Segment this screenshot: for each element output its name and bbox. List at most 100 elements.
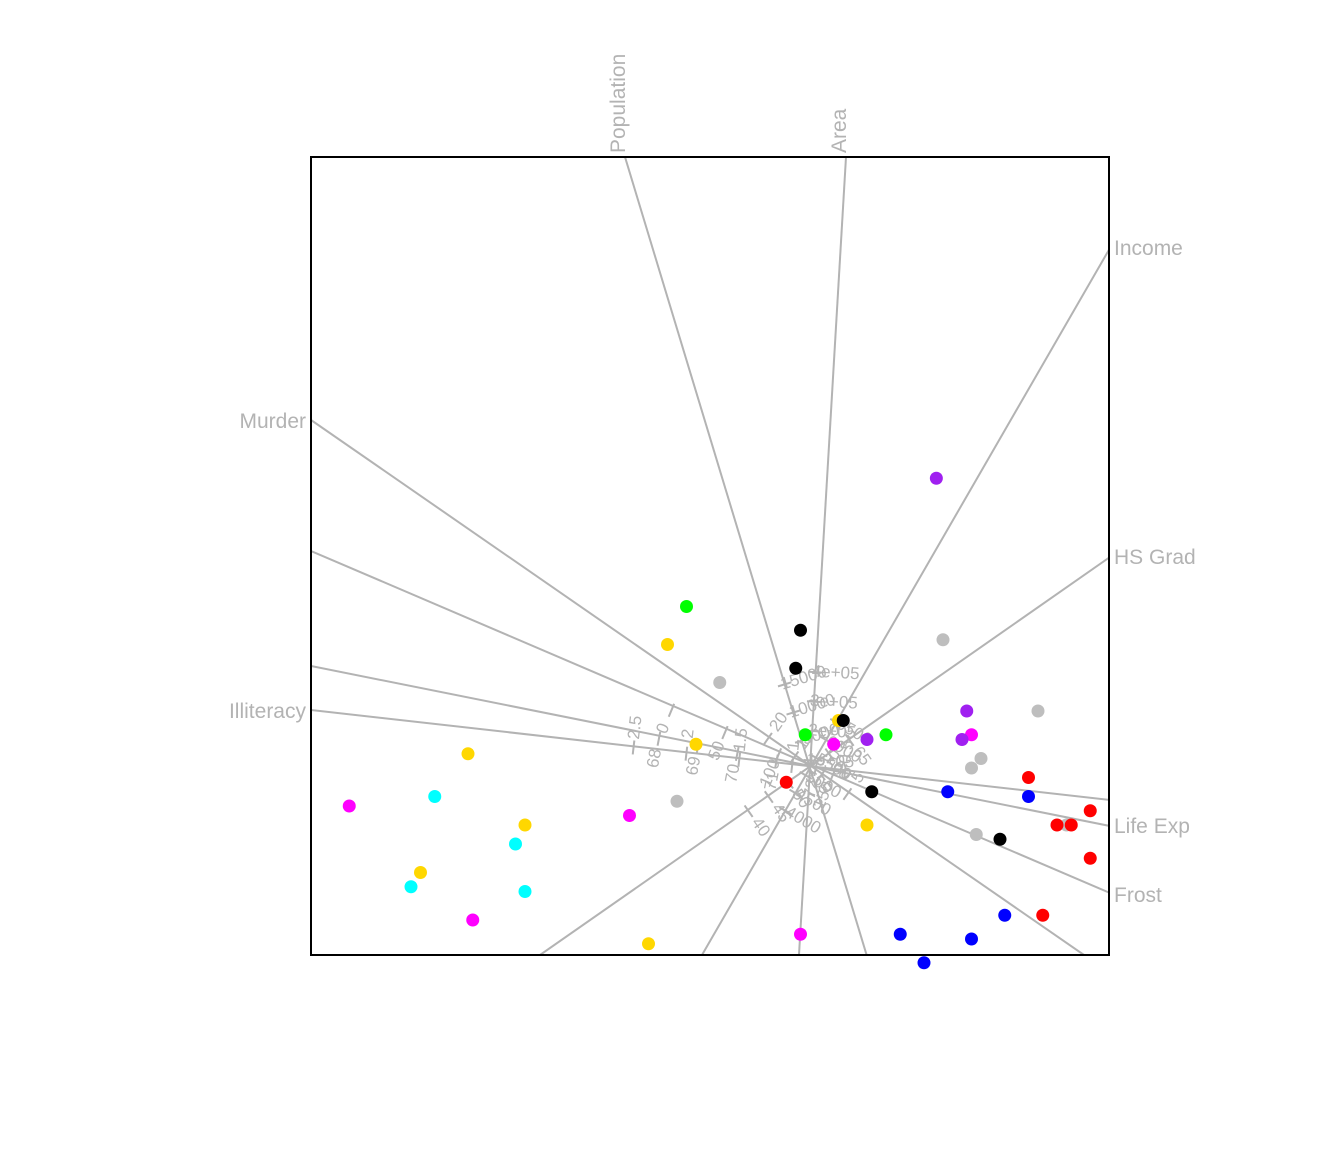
illiteracy-tick-mark	[843, 764, 847, 780]
frost-tick-mark	[721, 725, 729, 740]
data-point	[936, 633, 950, 647]
data-point	[670, 794, 684, 808]
frost-axis-line	[311, 550, 1109, 894]
data-point	[404, 880, 418, 894]
axis-names-layer: Population Area Income HS Grad Life Exp Frost…	[229, 54, 1196, 907]
data-point	[860, 733, 874, 746]
illiteracy-tick-label: 1.5	[730, 727, 752, 753]
data-point	[974, 752, 988, 765]
area-tick-label: 3e+05	[810, 691, 859, 713]
illiteracy-tick-label: 2.5	[624, 715, 646, 741]
data-point	[955, 733, 969, 746]
frost-tick-mark	[667, 703, 676, 718]
hs-grad-axis-line	[539, 556, 1109, 955]
data-point	[893, 927, 907, 941]
data-point	[1050, 818, 1064, 832]
data-point	[960, 704, 974, 718]
life-exp-axis-line	[311, 665, 1109, 827]
data-point	[779, 775, 793, 789]
data-point	[917, 956, 931, 970]
illiteracy-tick-mark	[631, 740, 636, 755]
points-layer	[342, 471, 1097, 970]
data-point	[1022, 790, 1035, 803]
data-point	[965, 761, 978, 775]
data-point	[879, 728, 893, 742]
data-point	[860, 818, 874, 832]
data-point	[1036, 908, 1050, 922]
plot-frame	[310, 156, 1110, 956]
illiteracy-tick-mark	[737, 752, 742, 767]
data-point	[929, 471, 943, 485]
data-point	[827, 737, 841, 751]
hs-grad-tick-mark	[763, 790, 774, 804]
illiteracy-tick-label: 1	[783, 740, 803, 752]
illiteracy-axis-line	[311, 709, 1109, 801]
murder-tick-mark	[816, 769, 826, 782]
data-point	[794, 927, 807, 941]
hs-grad-tick-mark	[824, 748, 835, 761]
data-point	[661, 638, 674, 651]
data-point	[466, 913, 480, 927]
data-point	[509, 837, 522, 851]
data-point	[713, 676, 727, 689]
frost-tick-mark	[774, 748, 783, 762]
hs-grad-axis-name: HS Grad	[1114, 546, 1196, 569]
data-point	[1031, 704, 1045, 718]
data-point	[1083, 804, 1097, 818]
data-point	[689, 737, 703, 751]
illiteracy-axis-name: Illiteracy	[229, 700, 307, 723]
data-point	[642, 937, 655, 951]
life-exp-axis-name: Life Exp	[1114, 815, 1190, 838]
hs-grad-tick-mark	[844, 733, 855, 747]
data-point	[623, 809, 636, 822]
data-point	[1083, 851, 1097, 865]
area-tick-label: 4e+05	[811, 661, 860, 683]
data-point	[789, 661, 803, 675]
data-point	[1022, 771, 1035, 784]
data-point	[865, 785, 879, 799]
frost-axis-name: Frost	[1114, 884, 1162, 907]
data-point	[428, 790, 442, 803]
data-point	[794, 623, 807, 637]
illiteracy-tick-label: 0.5	[835, 739, 857, 765]
murder-tick-mark	[763, 732, 773, 745]
murder-axis-name: Murder	[239, 410, 306, 433]
data-point	[461, 747, 475, 761]
frost-tick-mark	[828, 770, 836, 784]
life-exp-tick-label: 69	[682, 755, 704, 777]
area-tick-mark	[808, 670, 823, 674]
data-point	[836, 714, 850, 727]
income-tick-mark	[788, 788, 803, 798]
population-axis-name: Population	[607, 54, 630, 153]
data-point	[680, 600, 693, 613]
data-point	[518, 885, 532, 898]
frost-tick-label: 50	[704, 738, 729, 763]
population-axis-line	[624, 157, 868, 955]
illiteracy-tick-mark	[790, 758, 794, 773]
data-point	[1064, 818, 1078, 832]
population-tick-mark	[777, 681, 792, 688]
income-tick-mark	[778, 806, 792, 816]
area-axis-line	[797, 157, 847, 955]
data-point	[965, 932, 978, 946]
murder-tick-mark	[842, 787, 853, 801]
data-point	[969, 828, 983, 841]
life-exp-tick-mark	[656, 731, 662, 746]
data-point	[342, 799, 356, 813]
area-axis-name: Area	[828, 108, 851, 153]
life-exp-tick-label: 71	[761, 770, 783, 792]
life-exp-tick-label: 72	[800, 777, 822, 799]
data-point	[998, 908, 1012, 922]
income-axis-name: Income	[1114, 237, 1183, 260]
data-point	[518, 818, 532, 832]
life-exp-tick-label: 68	[643, 747, 665, 769]
income-axis-line	[701, 247, 1109, 955]
illiteracy-tick-label: 2	[678, 728, 698, 740]
hs-grad-tick-mark	[743, 804, 754, 818]
data-point	[798, 728, 812, 742]
murder-tick-label: 20	[765, 708, 791, 734]
variable-axes-layer: 500010000150001e+052e+053e+054e+05400045…	[311, 157, 1109, 955]
life-exp-tick-label: 70	[721, 762, 743, 784]
area-tick-mark	[806, 700, 821, 704]
